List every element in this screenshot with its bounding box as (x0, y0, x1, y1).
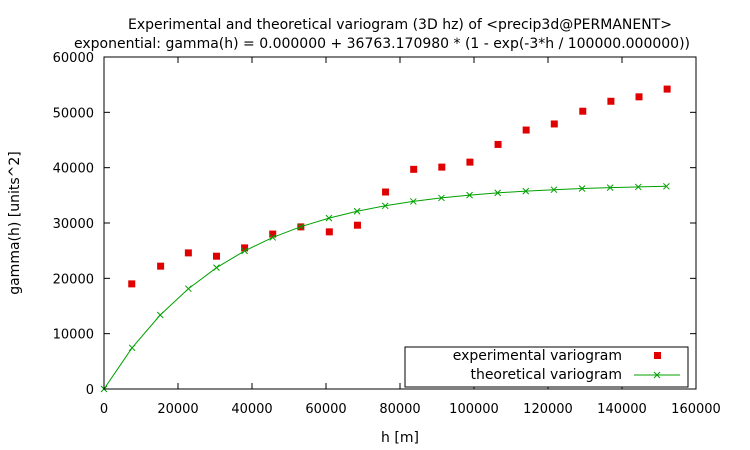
experimental-variogram-point (269, 230, 277, 238)
x-tick-label: 160000 (671, 402, 721, 417)
legend-marker-experimental (654, 352, 661, 359)
theoretical-variogram-point (325, 214, 333, 222)
theoretical-variogram-point (241, 247, 248, 255)
experimental-variogram-point (494, 140, 502, 148)
experimental-variogram-point (635, 93, 643, 101)
x-tick-label: 80000 (379, 402, 420, 417)
experimental-variogram-point (607, 97, 615, 105)
legend: experimental variogram theoretical vario… (404, 346, 689, 388)
theoretical-variogram-point (466, 191, 473, 199)
theoretical-variogram-point (438, 194, 445, 202)
theoretical-variogram-point (353, 207, 361, 215)
experimental-variogram-point (382, 188, 390, 196)
legend-label-theoretical: theoretical variogram (470, 367, 622, 383)
theoretical-variogram-point (269, 234, 277, 241)
experimental-variogram-point (157, 262, 165, 270)
theoretical-variogram-point (185, 285, 192, 293)
y-tick-label: 0 (86, 383, 94, 398)
series-layer (100, 85, 671, 393)
theoretical-variogram-point (381, 202, 389, 210)
theoretical-variogram-point (578, 185, 586, 192)
experimental-variogram-point (438, 163, 446, 171)
theoretical-variogram-point (606, 184, 614, 191)
chart-subtitle: exponential: gamma(h) = 0.000000 + 36763… (74, 36, 690, 52)
experimental-variogram-point (184, 249, 192, 257)
theoretical-variogram-point (550, 186, 558, 194)
x-tick-label: 100000 (449, 402, 499, 417)
x-tick-label: 0 (100, 402, 108, 417)
legend-label-experimental: experimental variogram (453, 348, 622, 364)
y-tick-label: 40000 (53, 162, 94, 177)
y-axis-label: gamma(h) [units^2] (7, 151, 23, 295)
x-tick-label: 120000 (523, 402, 573, 417)
experimental-variogram-point (325, 228, 333, 236)
theoretical-variogram-point (634, 183, 642, 191)
experimental-variogram-point (410, 165, 418, 173)
y-tick-label: 20000 (53, 272, 94, 287)
experimental-variogram-point (241, 244, 249, 252)
theoretical-variogram-point (156, 311, 164, 319)
experimental-variogram-point (353, 221, 361, 229)
y-tick-label: 60000 (53, 51, 94, 66)
theoretical-variogram-point (663, 182, 670, 190)
x-tick-label: 20000 (157, 402, 198, 417)
theoretical-variogram-point (213, 264, 220, 272)
experimental-variogram-point (550, 120, 558, 128)
axis-ticks: 0 20000 40000 60000 80000 100000 120000 140000 1… (53, 51, 721, 417)
y-tick-label: 50000 (53, 106, 94, 121)
theoretical-variogram-point (128, 344, 136, 352)
x-tick-label: 140000 (597, 402, 647, 417)
experimental-variogram-point (466, 158, 474, 166)
x-tick-label: 60000 (305, 402, 346, 417)
x-axis-label: h [m] (381, 430, 419, 446)
theoretical-variogram-point (494, 189, 502, 197)
x-tick-label: 40000 (231, 402, 272, 417)
theoretical-variogram-point (297, 223, 305, 231)
theoretical-variogram-point (409, 198, 417, 205)
y-tick-label: 10000 (53, 328, 94, 343)
experimental-variogram-point (522, 126, 530, 134)
y-tick-label: 30000 (53, 217, 94, 232)
experimental-variogram-point (212, 252, 220, 260)
experimental-variogram-point (663, 85, 671, 93)
chart-title: Experimental and theoretical variogram (… (128, 17, 672, 33)
legend-box (404, 346, 689, 388)
plot-frame (103, 56, 697, 390)
legend-marker-theoretical (653, 371, 661, 379)
experimental-variogram-point (128, 280, 136, 288)
theoretical-variogram-point (522, 187, 530, 195)
experimental-variogram-point (579, 107, 587, 115)
